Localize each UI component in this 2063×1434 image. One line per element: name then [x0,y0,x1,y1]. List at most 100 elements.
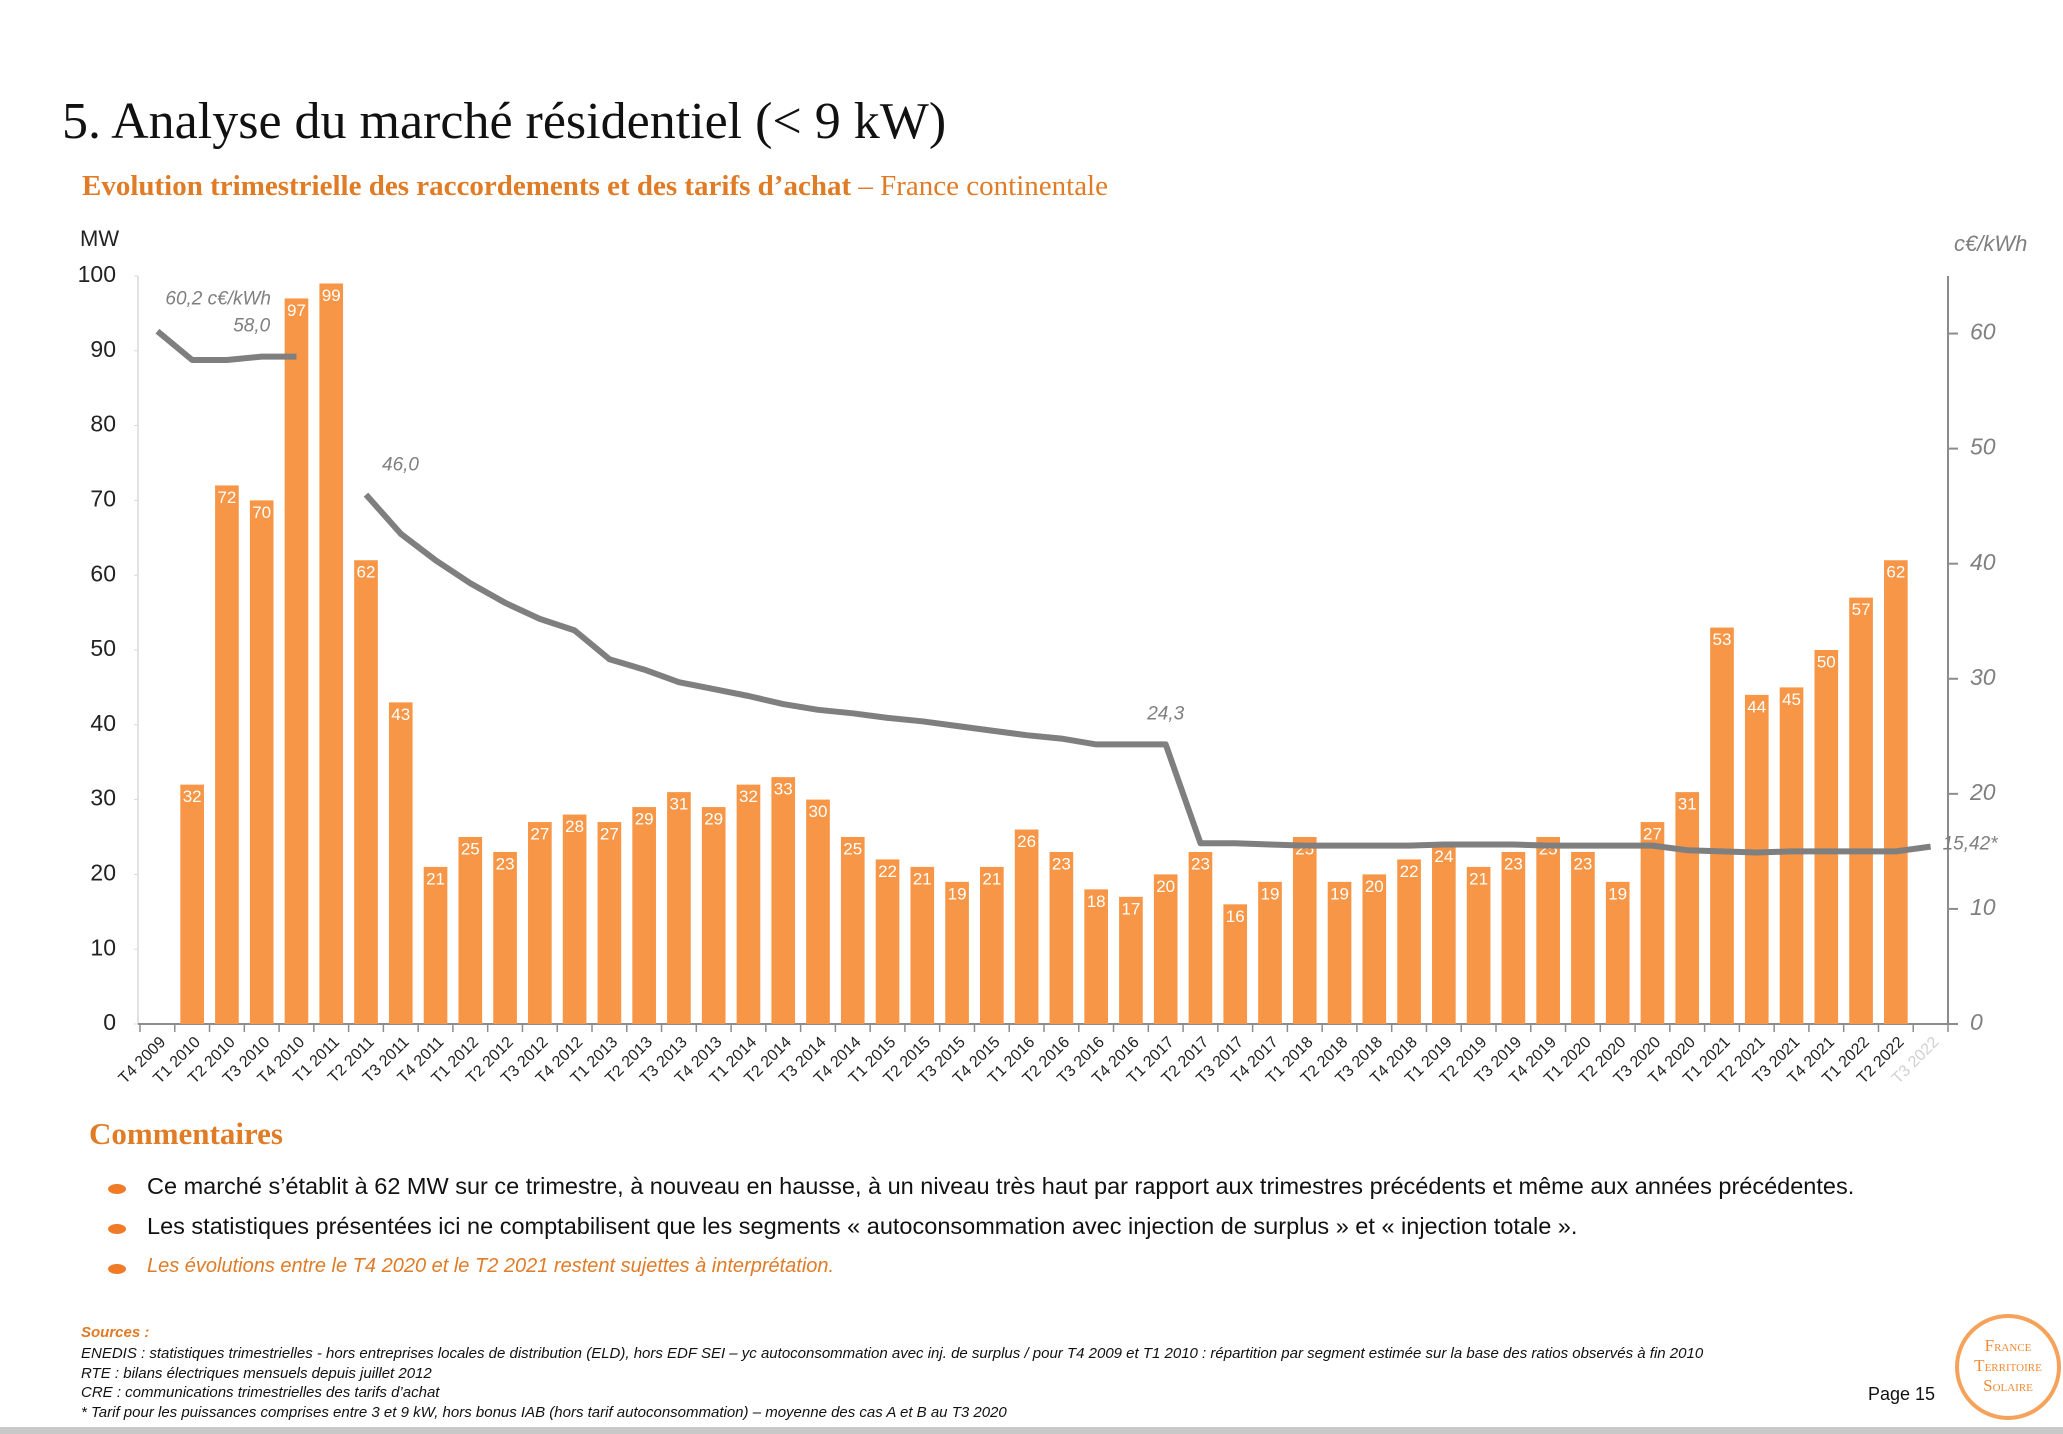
slide-title: 5. Analyse du marché résidentiel (< 9 kW… [62,93,947,150]
bar-value-label: 53 [1713,630,1732,649]
bar-value-label: 19 [1330,884,1349,903]
source-line: ENEDIS : statistiques trimestrielles - h… [81,1345,1704,1362]
bar [423,866,448,1024]
bar-value-label: 26 [1017,832,1036,851]
bar-value-label: 57 [1852,600,1871,619]
bullet [108,1184,126,1194]
bar-value-label: 99 [322,286,341,305]
bar-value-label: 23 [1191,854,1210,873]
y-tick-label: 40 [90,710,116,736]
bar-value-label: 32 [739,787,758,806]
source-line: CRE : communications trimestrielles des … [81,1384,440,1401]
bar-value-label: 20 [1365,877,1384,896]
line [155,328,1932,856]
bar [215,485,239,1024]
bar-value-label: 17 [1121,899,1140,918]
bar [1884,560,1908,1024]
y-tick-label: 10 [90,934,116,960]
bar [1779,687,1804,1024]
bar [1292,837,1317,1024]
bullet [108,1264,126,1274]
bar [319,283,344,1025]
bar-value-label: 31 [1678,795,1697,814]
bar-value-label: 44 [1747,697,1766,716]
bullet [108,1224,126,1234]
y2-tick-label: 30 [1970,664,1996,690]
bar-value-label: 19 [1261,884,1280,903]
bar [354,560,378,1024]
y-tick-label: 100 [78,261,116,287]
bar [1397,859,1421,1024]
bar-value-label: 50 [1817,652,1836,671]
bar-value-label: 18 [1087,892,1106,911]
y2-tick-label: 60 [1970,319,1996,345]
bar [528,822,552,1024]
bar [1119,896,1143,1024]
bar-value-label: 29 [635,810,654,829]
sources-title: Sources : [81,1324,150,1341]
bar-value-label: 25 [843,839,862,858]
bar [1362,874,1387,1024]
bar [1501,851,1526,1024]
bar-value-label: 23 [1504,854,1523,873]
bar [701,807,726,1024]
bar [249,500,274,1024]
bar-value-label: 20 [1156,877,1175,896]
bar [771,777,796,1024]
y-tick-label: 0 [103,1009,116,1035]
subtitle-bold: Evolution trimestrielle des raccordement… [82,170,852,202]
comments-title: Commentaires [89,1116,283,1151]
bar-value-label: 97 [287,301,306,320]
bar-value-label: 23 [1573,854,1592,873]
bar [1814,650,1839,1024]
bar-value-label: 27 [600,825,619,844]
bar [736,784,761,1024]
y-tick-label: 60 [90,560,116,586]
bar-value-label: 31 [669,795,688,814]
bar-value-label: 24 [1434,847,1453,866]
bar [1571,851,1595,1024]
bar-value-label: 32 [183,787,202,806]
bar [1432,844,1456,1024]
bar-value-label: 62 [357,563,376,582]
bar-value-label: 22 [1400,862,1419,881]
bar [1466,866,1491,1024]
bar [1084,889,1108,1024]
comment-item: Ce marché s’établit à 62 MW sur ce trime… [147,1173,1855,1199]
bar-value-label: 43 [391,705,410,724]
bar-value-label: 28 [565,817,584,836]
bar [1258,881,1282,1024]
bar [1744,694,1769,1024]
comment-item: Les évolutions entre le T4 2020 et le T2… [147,1255,835,1277]
bar-value-label: 21 [426,869,445,888]
bar-value-label: 21 [1469,869,1488,888]
bar [806,799,830,1024]
y2-axis-label: c€/kWh [1954,231,2027,256]
bar-value-label: 23 [1052,854,1071,873]
bar [632,807,656,1024]
y2-tick-label: 10 [1970,894,1996,920]
y-tick-label: 50 [90,635,116,661]
bar-value-label: 62 [1886,563,1905,582]
bar-value-label: 72 [217,488,236,507]
bar [1153,874,1178,1024]
bar-value-label: 19 [1608,884,1627,903]
bar [562,814,587,1024]
y-tick-label: 30 [90,785,116,811]
bar-value-label: 30 [809,802,828,821]
y2-tick-label: 40 [1970,549,1996,575]
bar-value-label: 27 [1643,825,1662,844]
bar-value-label: 21 [913,869,932,888]
y-tick-label: 80 [90,411,116,437]
bar-value-label: 33 [774,780,793,799]
line-value-label: 46,0 [382,455,419,476]
bar-value-label: 29 [704,810,723,829]
bar [1014,829,1039,1024]
bar [1710,627,1734,1024]
bar [667,792,691,1024]
bar-value-label: 19 [948,884,967,903]
bar [1327,881,1352,1024]
y2-tick-label: 50 [1970,434,1996,460]
y-tick-label: 70 [90,485,116,511]
